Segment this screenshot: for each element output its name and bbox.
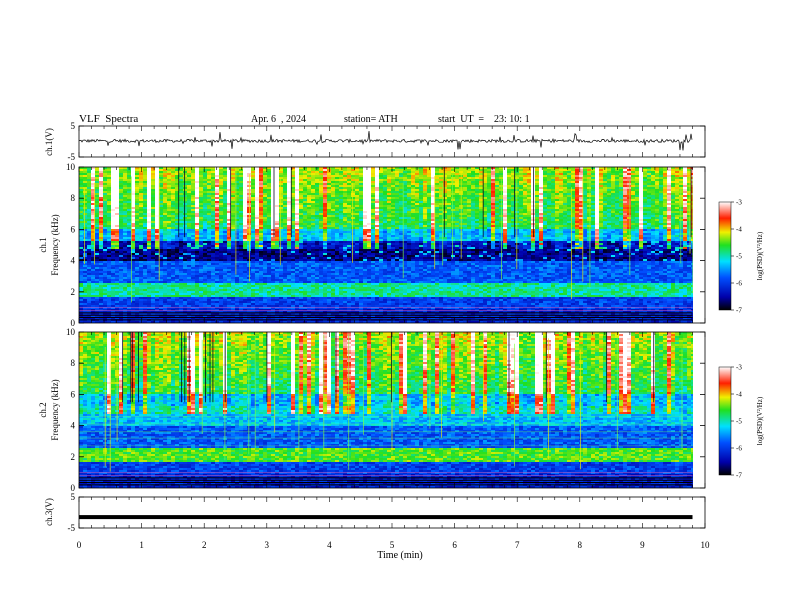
time-axis: 0 1 2 3 4 5 6 7 8 9 10 xyxy=(77,540,710,550)
ch1-waveform-ytick-label: 5 xyxy=(71,121,76,131)
ch3-waveform-line xyxy=(79,515,693,520)
ch1-spectrogram-ytick-label: 0 xyxy=(71,318,76,328)
time-tick-label: 7 xyxy=(515,540,520,550)
ch2-colorbar: -3 -4 -5 -6 -7 log(PSD)(V²/Hz) xyxy=(718,364,764,480)
ch1-spectrogram-ytick-label: 2 xyxy=(71,287,76,297)
ch1-colorbar-tick-label: -7 xyxy=(736,307,742,315)
ch1-spectrogram-ytick-label: 8 xyxy=(71,193,76,203)
time-tick-label: 3 xyxy=(265,540,270,550)
x-axis-label: Time (min) xyxy=(377,550,422,561)
time-tick-label: 1 xyxy=(139,540,144,550)
ch1-spectrogram-ytick-label: 6 xyxy=(71,224,76,234)
ch2-colorbar-tick-label: -4 xyxy=(736,391,742,399)
ch1-spectrogram-panel: 0 2 4 6 8 10 xyxy=(66,162,706,328)
ch2-spectrogram-ytick-label: 2 xyxy=(71,452,76,462)
ch1-spectrogram-channel-label: ch.1 xyxy=(38,237,48,252)
ch1-colorbar-tick-label: -4 xyxy=(736,226,742,234)
ch1-waveform-panel: 5 -5 xyxy=(68,121,706,162)
time-tick-label: 6 xyxy=(452,540,457,550)
ch1-spectrogram-ylabel: Frequency (kHz) xyxy=(50,214,60,275)
ch1-colorbar-gradient xyxy=(718,201,732,311)
ch1-colorbar-tick-label: -6 xyxy=(736,280,742,288)
ch3-waveform-panel: 5 -5 xyxy=(68,492,706,533)
ch2-spectrogram-ytick-label: 0 xyxy=(71,483,76,493)
ch2-spectrogram-ytick-label: 10 xyxy=(66,327,76,337)
station-label: station= ATH xyxy=(344,114,398,125)
ch2-colorbar-label: log(PSD)(V²/Hz) xyxy=(756,396,764,445)
time-tick-label: 9 xyxy=(640,540,645,550)
start-ut-label: start UT = 23: 10: 1 xyxy=(438,114,530,125)
ch2-spectrogram-ytick-label: 8 xyxy=(71,358,76,368)
ch1-colorbar-tick-label: -3 xyxy=(736,199,742,207)
ch3-waveform-ylabel: ch.3(V) xyxy=(44,498,54,526)
time-tick-label: 2 xyxy=(202,540,207,550)
time-tick-label: 0 xyxy=(77,540,82,550)
ch2-colorbar-tick-label: -5 xyxy=(736,418,742,426)
time-tick-label: 10 xyxy=(701,540,711,550)
ch1-spectrogram-ytick-label: 10 xyxy=(66,162,76,172)
ch2-spectrogram-ytick-label: 4 xyxy=(71,421,76,431)
time-tick-label: 4 xyxy=(327,540,332,550)
ch3-waveform-ytick-label: 5 xyxy=(71,492,76,502)
ch2-colorbar-tick-label: -7 xyxy=(736,472,742,480)
ch2-spectrogram-ytick-label: 6 xyxy=(71,389,76,399)
ch2-spectrogram-channel-label: ch.2 xyxy=(38,402,48,417)
figure-title: VLF Spectra xyxy=(79,113,138,125)
ch2-spectrogram-panel: 0 2 4 6 8 10 xyxy=(66,327,706,493)
date-label: Apr. 6 , 2024 xyxy=(251,114,306,125)
ch1-waveform-ytick-label: -5 xyxy=(68,152,76,162)
ch1-colorbar: -3 -4 -5 -6 -7 log(PSD)(V²/Hz) xyxy=(718,199,764,315)
ch1-waveform-line xyxy=(78,130,693,151)
ch2-colorbar-gradient xyxy=(718,366,732,476)
ch1-spectrogram-ytick-label: 4 xyxy=(71,256,76,266)
ch2-spectrogram-ylabel: Frequency (kHz) xyxy=(50,379,60,440)
time-tick-label: 5 xyxy=(390,540,395,550)
ch1-colorbar-label: log(PSD)(V²/Hz) xyxy=(756,231,764,280)
ch3-waveform-ytick-label: -5 xyxy=(68,523,76,533)
ch1-waveform-ylabel: ch.1(V) xyxy=(44,128,54,156)
ch2-colorbar-tick-label: -3 xyxy=(736,364,742,372)
time-tick-label: 8 xyxy=(578,540,583,550)
ch2-colorbar-tick-label: -6 xyxy=(736,445,742,453)
ch1-colorbar-tick-label: -5 xyxy=(736,253,742,261)
